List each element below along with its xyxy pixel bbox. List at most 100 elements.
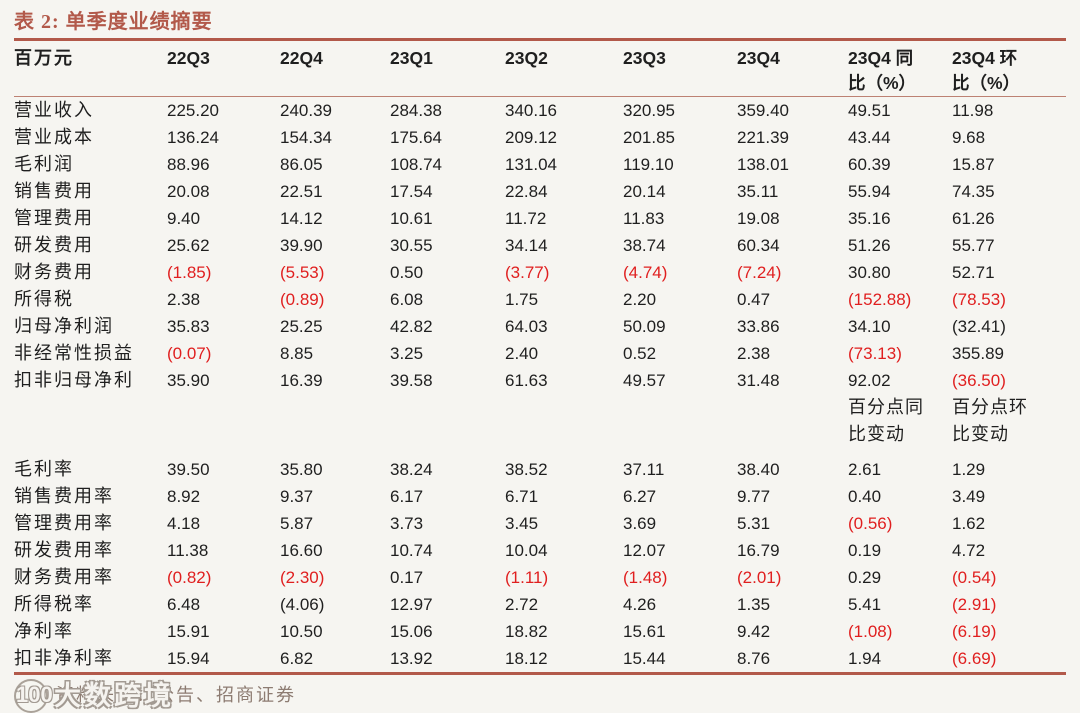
cell: (152.88): [848, 290, 912, 309]
cell: (0.56): [848, 514, 893, 533]
cell: 2.61: [848, 460, 882, 479]
table-row: 营业成本 136.24 154.34 175.64 209.12 201.85 221.39…: [14, 124, 1066, 151]
note-row: 百分点同 比变动 百分点环 比变动: [14, 394, 1066, 448]
cell: 355.89: [952, 344, 1004, 363]
column-header-5: 23Q3: [623, 41, 737, 97]
cell: 175.64: [390, 128, 442, 147]
cell: 52.71: [952, 263, 995, 282]
cell: 30.55: [390, 236, 433, 255]
cell: 5.31: [737, 514, 771, 533]
cell: (1.08): [848, 622, 893, 641]
cell: 8.85: [280, 344, 314, 363]
cell: 37.11: [623, 460, 665, 479]
cell: 4.26: [623, 595, 657, 614]
cell: 284.38: [390, 101, 442, 120]
column-header-8: 23Q4 环 比（%）: [952, 41, 1066, 97]
cell: 4.72: [952, 541, 986, 560]
cell: (7.24): [737, 263, 782, 282]
cell: 225.20: [167, 101, 219, 120]
cell: 5.87: [280, 514, 314, 533]
cell: 49.57: [623, 371, 666, 390]
column-header-unit: 百万元: [14, 41, 167, 97]
cell: (2.91): [952, 595, 997, 614]
cell: 8.76: [737, 649, 771, 668]
cell: 3.73: [390, 514, 424, 533]
cell: 0.29: [848, 568, 882, 587]
cell: [505, 394, 623, 448]
row-label: 研发费用率: [14, 540, 114, 560]
table-row: 财务费用 (1.85) (5.53) 0.50 (3.77) (4.74) (7.24) 30…: [14, 259, 1066, 286]
cell: 34.10: [848, 317, 891, 336]
cell: 10.50: [280, 622, 323, 641]
cell: 10.04: [505, 541, 548, 560]
cell: 1.35: [737, 595, 771, 614]
table-row: 销售费用率 8.92 9.37 6.17 6.71 6.27 9.77 0.40 3.49: [14, 483, 1066, 510]
cell: 9.42: [737, 622, 771, 641]
cell: 20.08: [167, 182, 210, 201]
table-row: 所得税率 6.48 (4.06) 12.97 2.72 4.26 1.35 5.41 (2.91…: [14, 591, 1066, 618]
cell: (2.30): [280, 568, 325, 587]
cell: 18.12: [505, 649, 548, 668]
cell: 6.71: [505, 487, 539, 506]
cell: 2.20: [623, 290, 657, 309]
table-row: 扣非归母净利 35.90 16.39 39.58 61.63 49.57 31.48 92.0…: [14, 367, 1066, 394]
cell: 12.97: [390, 595, 433, 614]
cell: (6.69): [952, 649, 997, 668]
cell: 10.61: [390, 209, 433, 228]
cell: 3.45: [505, 514, 539, 533]
cell: 22.51: [280, 182, 323, 201]
cell: 22.84: [505, 182, 548, 201]
cell: (1.48): [623, 568, 668, 587]
cell: (3.77): [505, 263, 550, 282]
cell: 2.40: [505, 344, 539, 363]
cell: 136.24: [167, 128, 219, 147]
cell: (0.82): [167, 568, 212, 587]
cell: 61.26: [952, 209, 995, 228]
row-label: 扣非净利率: [14, 648, 114, 668]
table-row: 财务费用率 (0.82) (2.30) 0.17 (1.11) (1.48) (2.01) 0…: [14, 564, 1066, 591]
cell: 16.79: [737, 541, 780, 560]
cell: 50.09: [623, 317, 666, 336]
cell: 14.12: [280, 209, 323, 228]
cell: 9.68: [952, 128, 986, 147]
row-label: 财务费用率: [14, 567, 114, 587]
watermark-logo-icon: 100: [14, 679, 53, 713]
row-label: 管理费用率: [14, 513, 114, 533]
table-body: 营业收入 225.20 240.39 284.38 340.16 320.95 359.40…: [14, 97, 1066, 673]
cell: 64.03: [505, 317, 548, 336]
table-row: 非经常性损益 (0.07) 8.85 3.25 2.40 0.52 2.38 (73.13) 3…: [14, 340, 1066, 367]
column-header-6: 23Q4: [737, 41, 848, 97]
cell: 359.40: [737, 101, 789, 120]
cell: 13.92: [390, 649, 433, 668]
cell: 4.18: [167, 514, 201, 533]
cell: (1.11): [505, 568, 549, 587]
cell: 221.39: [737, 128, 789, 147]
cell: 15.91: [167, 622, 210, 641]
cell: 0.17: [390, 568, 424, 587]
table-row: 归母净利润 35.83 25.25 42.82 64.03 50.09 33.86 34.10…: [14, 313, 1066, 340]
table-row: 扣非净利率 15.94 6.82 13.92 18.12 15.44 8.76 1.94 (6.…: [14, 645, 1066, 672]
cell: 30.80: [848, 263, 891, 282]
table-row: 毛利率 39.50 35.80 38.24 38.52 37.11 38.40 2.61 1.2…: [14, 456, 1066, 483]
cell: 35.90: [167, 371, 210, 390]
cell: 17.54: [390, 182, 433, 201]
cell: 1.29: [952, 460, 986, 479]
cell: 11.83: [623, 209, 665, 228]
bottom-divider: [14, 672, 1066, 675]
cell: 49.51: [848, 101, 891, 120]
watermark-text: 大数跨境: [54, 681, 174, 711]
table-title: 表 2: 单季度业绩摘要: [14, 11, 213, 33]
spacer-cell: [14, 448, 1066, 456]
cell: 39.90: [280, 236, 323, 255]
cell: 6.27: [623, 487, 657, 506]
cell: 25.25: [280, 317, 323, 336]
cell: 18.82: [505, 622, 548, 641]
cell: 5.41: [848, 595, 882, 614]
cell: 0.19: [848, 541, 882, 560]
quarterly-results-table: 百万元 22Q3 22Q4 23Q1 23Q2 23Q3 23Q4 23Q4 同 比（%） 23…: [14, 41, 1066, 672]
cell: [167, 394, 280, 448]
cell: 108.74: [390, 155, 442, 174]
cell: 百分点环 比变动: [952, 397, 1028, 444]
cell: 38.74: [623, 236, 666, 255]
row-label: 研发费用: [14, 235, 94, 255]
